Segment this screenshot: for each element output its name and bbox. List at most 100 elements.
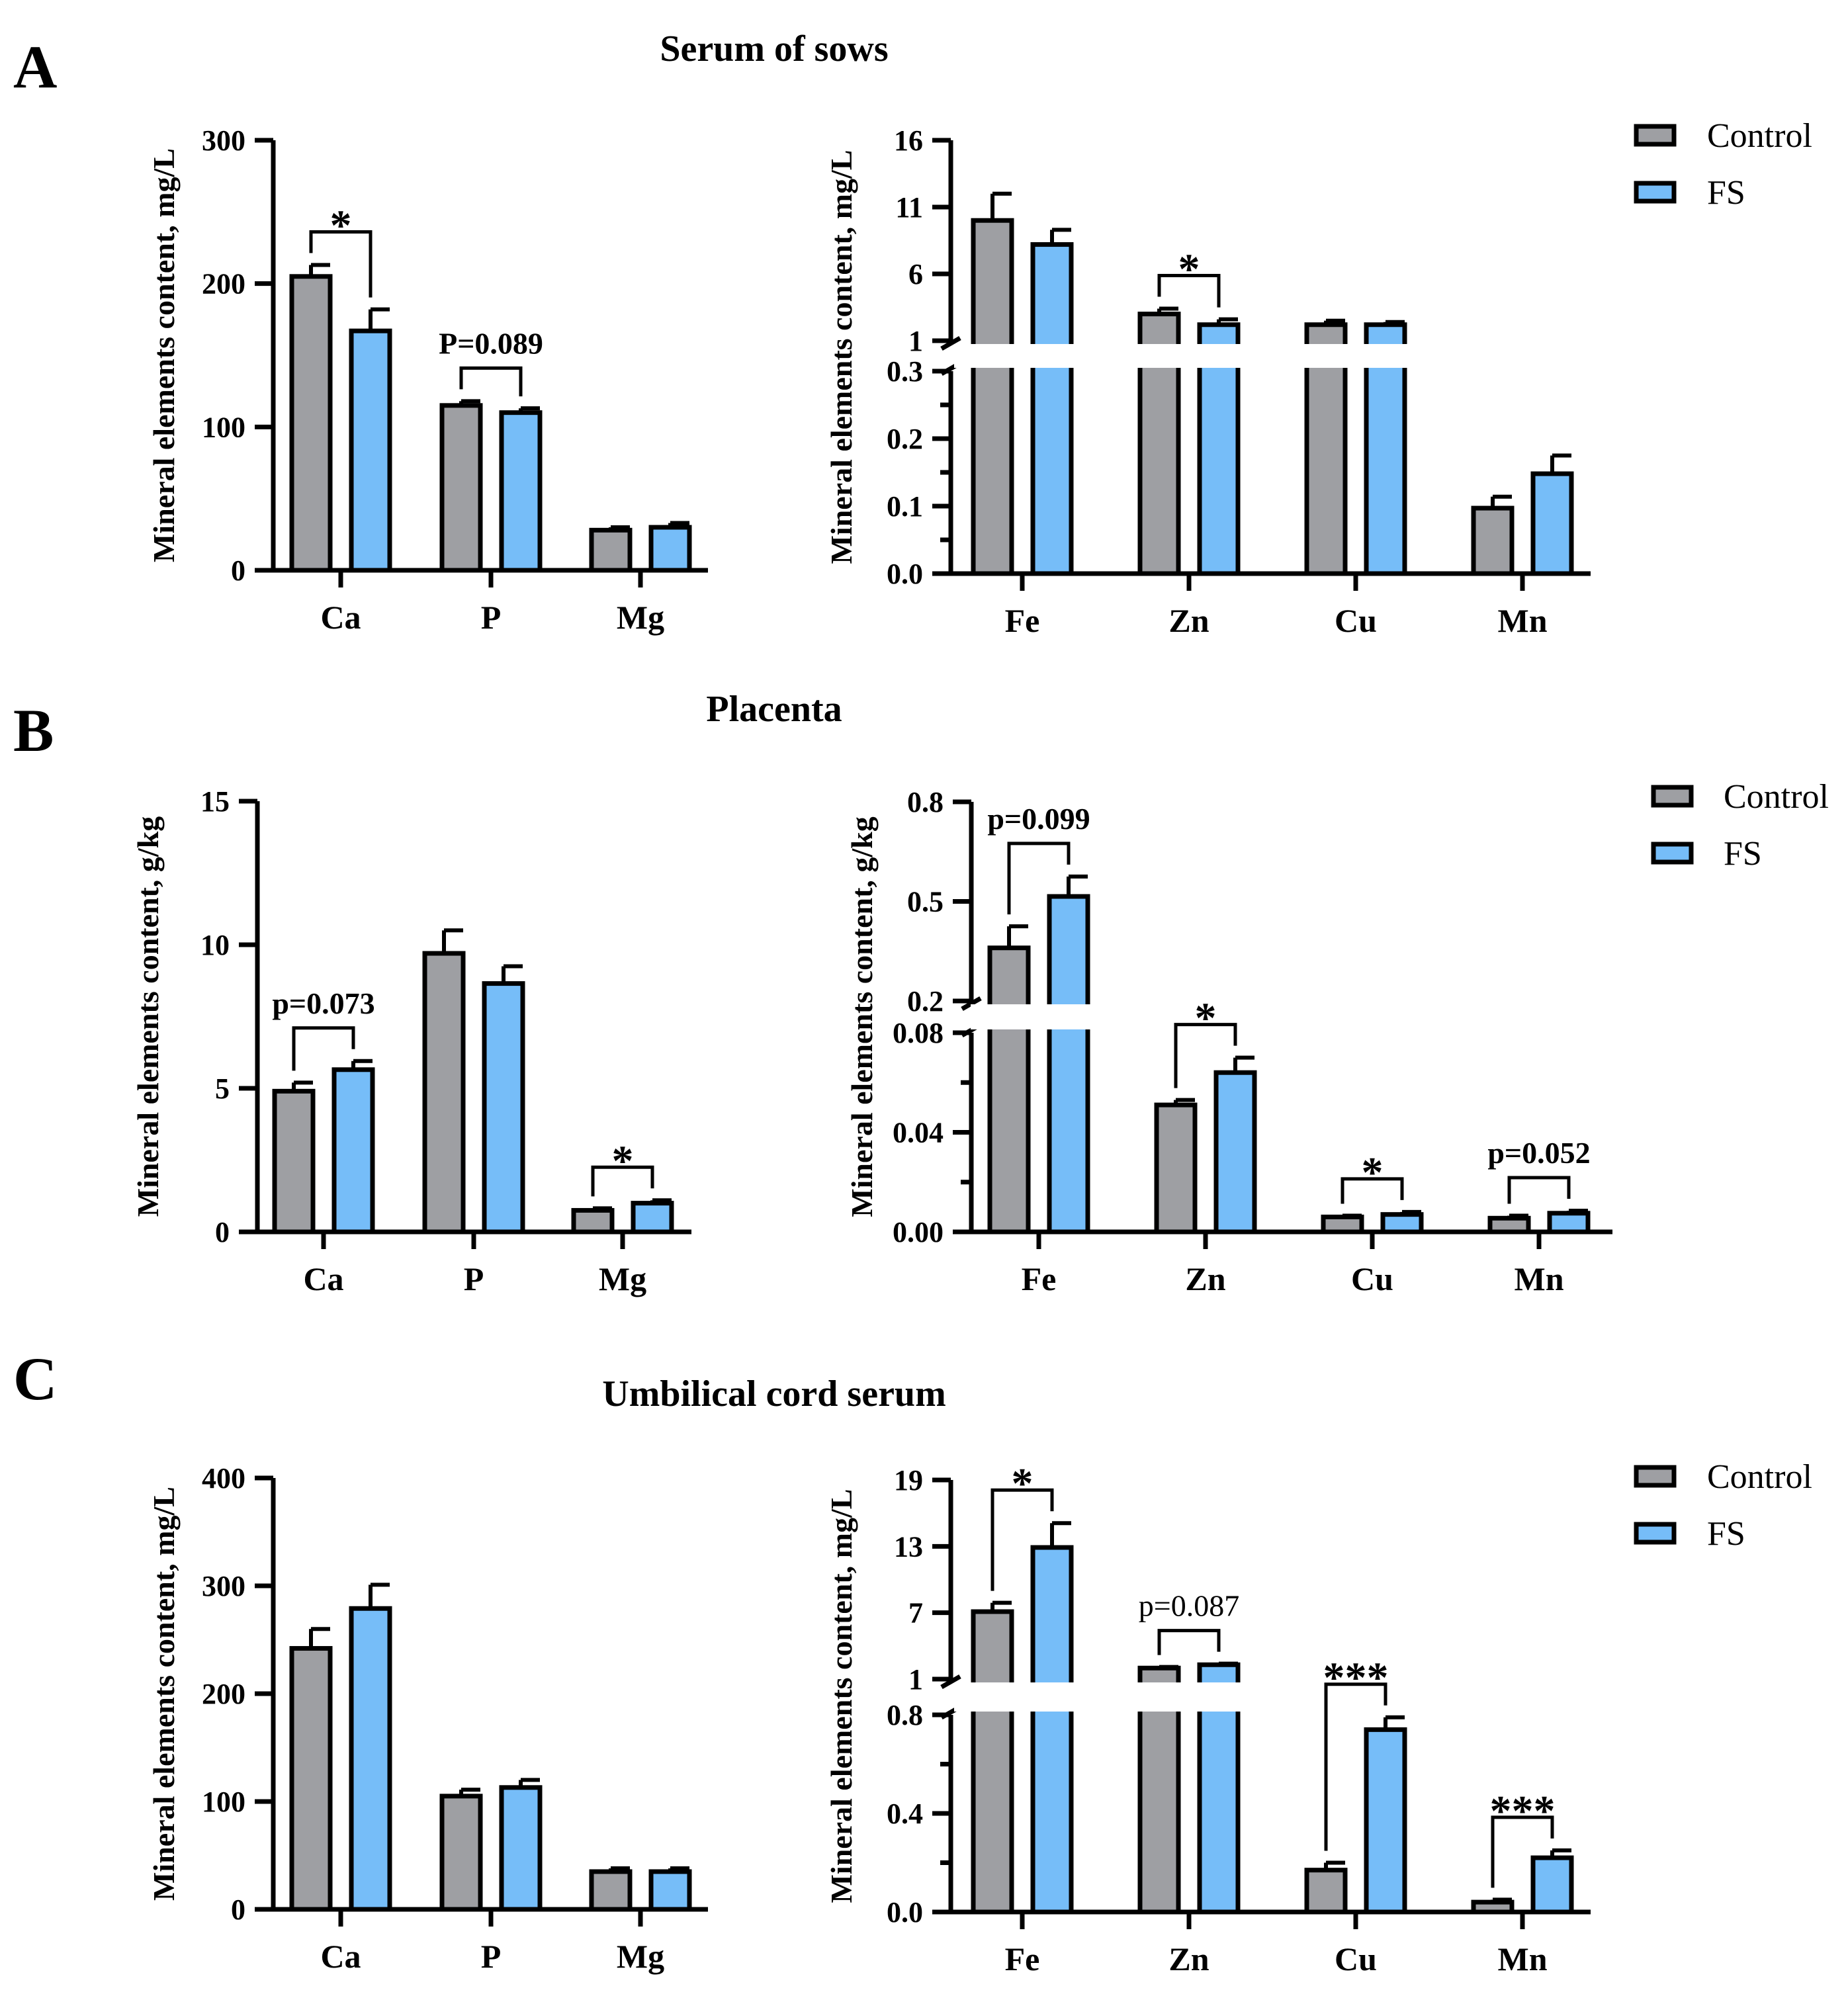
x-category-label: Mg xyxy=(617,1938,664,1975)
bar-fs-p xyxy=(499,410,543,573)
y-axis-label: Mineral elements content, mg/L xyxy=(824,1489,858,1903)
y-axis-label: Mineral elements content, g/kg xyxy=(131,816,165,1217)
legend-swatch-control xyxy=(1634,124,1677,147)
y-tick-label: 0.0 xyxy=(887,1896,923,1929)
y-tick-label: 0 xyxy=(215,1216,230,1248)
legend-label-fs: FS xyxy=(1707,174,1745,212)
legend-swatch-control xyxy=(1651,785,1694,808)
axis-break-gap xyxy=(1454,1682,1591,1712)
legend-swatch-control xyxy=(1634,1465,1677,1488)
axis-break-gap xyxy=(1121,344,1257,368)
axis-break-gap xyxy=(1288,344,1424,368)
y-tick-label: 0.00 xyxy=(893,1216,944,1248)
x-category-label: Fe xyxy=(1005,1940,1040,1977)
x-category-label: Mn xyxy=(1498,602,1548,639)
bar-control-cu xyxy=(1304,1868,1348,1915)
y-tick-label: 13 xyxy=(894,1530,923,1563)
bar-fs-mg xyxy=(648,1869,692,1912)
x-category-label: Cu xyxy=(1351,1260,1393,1297)
x-category-label: Mg xyxy=(617,599,664,636)
y-tick-label: 19 xyxy=(894,1464,923,1497)
legend-swatch-fs xyxy=(1651,842,1694,865)
y-tick-label: 16 xyxy=(894,124,923,157)
significance-bracket xyxy=(1157,274,1221,308)
x-category-label: Fe xyxy=(1022,1260,1057,1297)
significance-label: * xyxy=(1012,1459,1034,1508)
bar-control-ca xyxy=(289,1646,333,1912)
panel-letter-c: C xyxy=(13,1345,57,1412)
section-title-serum: Serum of sows xyxy=(660,28,888,69)
bar-control-zn xyxy=(1154,1102,1198,1235)
legend-label-control: Control xyxy=(1707,117,1812,155)
bar-control-p xyxy=(439,1794,483,1912)
x-category-label: Ca xyxy=(320,1938,361,1975)
y-tick-label: 0.1 xyxy=(887,490,923,523)
y-tick-label: 200 xyxy=(202,268,245,300)
legend-row-a: Control FS xyxy=(1634,117,1812,212)
x-category-label: Zn xyxy=(1168,602,1209,639)
y-tick-label: 1 xyxy=(908,325,923,357)
significance-label: p=0.052 xyxy=(1487,1136,1590,1170)
y-tick-label: 5 xyxy=(215,1072,230,1105)
bar-control-mn xyxy=(1487,1215,1531,1235)
x-category-label: Ca xyxy=(320,599,361,636)
chart-b-trace-minerals: 0.00 0.04 0.080.2 0.5 0.8 Mineral elements co… xyxy=(845,786,1612,1297)
significance-bracket xyxy=(1341,1177,1404,1204)
y-tick-label: 0.04 xyxy=(893,1117,944,1149)
significance-label: *** xyxy=(1490,1787,1556,1835)
axis-break-gap xyxy=(954,344,1090,368)
bar-control-mn xyxy=(1471,505,1515,576)
x-category-label: Cu xyxy=(1335,1940,1377,1977)
significance-bracket xyxy=(459,366,523,397)
chart-a-macro-minerals: 0 100 200 300 Mineral elements content, mg/L… xyxy=(147,124,708,636)
bar-fs-ca xyxy=(331,1067,375,1235)
significance-label: * xyxy=(612,1137,634,1185)
significance-label: * xyxy=(330,202,352,250)
bar-fs-fe xyxy=(1047,894,1090,1235)
y-tick-label: 15 xyxy=(200,785,230,818)
y-tick-label: 0.2 xyxy=(907,985,944,1018)
bar-fs-p xyxy=(499,1785,543,1912)
legend-swatch-fs xyxy=(1634,181,1677,204)
y-tick-label: 200 xyxy=(202,1678,245,1710)
chart-c-macro-minerals: 0 100 200 300 400 Mineral elements content, m… xyxy=(147,1462,708,1975)
significance-bracket xyxy=(591,1165,654,1197)
legend-swatch-fs xyxy=(1634,1522,1677,1545)
significance-label: p=0.087 xyxy=(1139,1589,1239,1623)
panel-letter-b: B xyxy=(13,697,54,764)
bar-control-mg xyxy=(589,1869,633,1912)
section-title-umbilical: Umbilical cord serum xyxy=(602,1373,946,1414)
y-tick-label: 1 xyxy=(908,1663,923,1696)
legend-label-fs: FS xyxy=(1724,835,1762,873)
y-tick-label: 11 xyxy=(895,191,923,224)
bar-fs-mn xyxy=(1530,1855,1574,1915)
x-category-label: Zn xyxy=(1185,1260,1225,1297)
y-tick-label: 0 xyxy=(231,1893,245,1926)
y-axis-label: Mineral elements content, mg/L xyxy=(147,148,181,562)
axis-break-gap xyxy=(1471,1004,1607,1029)
bar-fs-mn xyxy=(1530,471,1574,576)
axis-break-gap xyxy=(1454,344,1591,368)
y-tick-label: 0.8 xyxy=(887,1699,923,1731)
bar-control-fe xyxy=(971,218,1014,576)
axis-break-mark xyxy=(961,996,982,1012)
significance-bracket xyxy=(292,1026,355,1071)
y-tick-label: 300 xyxy=(202,124,245,157)
bar-fs-ca xyxy=(349,1606,392,1912)
significance-label: *** xyxy=(1323,1654,1389,1702)
x-category-label: Zn xyxy=(1168,1940,1209,1977)
bar-control-p xyxy=(422,951,466,1235)
significance-bracket xyxy=(309,230,373,298)
y-axis-label: Mineral elements content, mg/L xyxy=(147,1487,181,1901)
bar-fs-ca xyxy=(349,328,392,573)
section-title-placenta: Placenta xyxy=(706,689,842,730)
bar-control-mg xyxy=(589,527,633,573)
bar-fs-cu xyxy=(1364,1727,1407,1915)
x-category-label: Cu xyxy=(1335,602,1377,639)
legend-row-c: Control FS xyxy=(1634,1458,1812,1553)
significance-bracket xyxy=(1174,1023,1237,1088)
x-category-label: Mn xyxy=(1498,1940,1548,1977)
significance-label: P=0.089 xyxy=(439,326,543,360)
